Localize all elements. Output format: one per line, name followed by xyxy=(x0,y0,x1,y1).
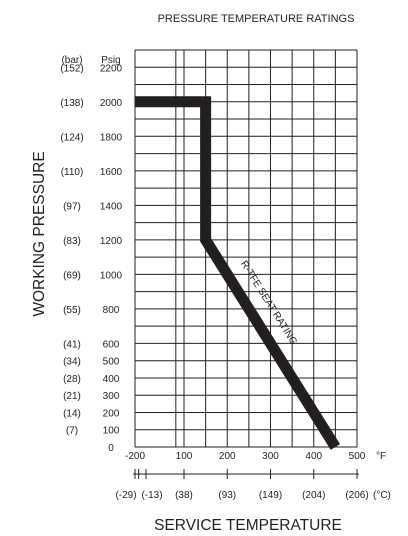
y-tick-label-bar: (34) xyxy=(63,357,81,368)
y-tick-label-psig: 100 xyxy=(103,426,120,437)
y-unit-secondary-label: (bar) xyxy=(61,55,82,66)
y-tick-label-bar: (28) xyxy=(63,374,81,385)
y-tick-label-bar: (83) xyxy=(63,236,81,247)
y-tick-label-psig: 1800 xyxy=(100,132,123,143)
y-tick-label-bar: (69) xyxy=(63,270,81,281)
y-tick-label-psig: 2200 xyxy=(100,63,123,74)
x-unit-secondary-label: (°C) xyxy=(373,490,391,501)
x-tick-label-c: (-13) xyxy=(141,490,162,501)
y-tick-label-bar: (152) xyxy=(60,63,83,74)
x-tick-label-f: 200 xyxy=(219,451,236,462)
y-tick-label-psig: 300 xyxy=(103,391,120,402)
y-tick-label-psig: 200 xyxy=(103,408,120,419)
x-tick-label-c: (38) xyxy=(175,490,193,501)
y-unit-primary-label: Psig xyxy=(101,55,120,66)
y-tick-label-psig: 1000 xyxy=(100,270,123,281)
y-tick-label-bar: (110) xyxy=(61,167,84,178)
x-tick-label-c: (206) xyxy=(345,490,368,501)
y-axis-title: WORKING PRESSURE xyxy=(31,151,48,316)
y-tick-label-bar: (97) xyxy=(63,201,81,212)
y-tick-label-bar: (41) xyxy=(63,339,81,350)
y-tick-label-bar: (124) xyxy=(60,132,83,143)
y-tick-label-psig: 1200 xyxy=(100,236,123,247)
x-tick-labels: -200 100 200 300 400 500 (-29) (-13) (38) (93) (14… xyxy=(115,451,368,501)
series-point xyxy=(205,101,207,103)
x-tick-label-f: 100 xyxy=(176,451,193,462)
chart-title: PRESSURE TEMPERATURE RATINGS xyxy=(158,13,355,25)
x-tick-label-c: (93) xyxy=(218,490,236,501)
y-tick-label-psig: 600 xyxy=(103,339,120,350)
series-point xyxy=(205,239,207,241)
y-tick-label-psig: 0 xyxy=(108,443,114,454)
y-tick-label-psig: 1400 xyxy=(100,201,123,212)
y-tick-label-bar: (138) xyxy=(60,98,83,109)
y-tick-label-psig: 500 xyxy=(103,357,120,368)
y-tick-label-psig: 2000 xyxy=(100,98,123,109)
series-point xyxy=(334,446,336,448)
y-tick-label-bar: (14) xyxy=(63,408,81,419)
y-tick-label-psig: 1600 xyxy=(100,167,123,178)
x-unit-primary-label: °F xyxy=(376,451,386,462)
y-tick-label-bar: (55) xyxy=(63,305,81,316)
x-tick-label-f: 400 xyxy=(305,451,322,462)
series-point xyxy=(134,101,136,103)
y-tick-label-bar: (7) xyxy=(66,426,78,437)
series-line-rating xyxy=(135,96,341,450)
x-tick-label-c: (-29) xyxy=(115,490,136,501)
x-tick-label-c: (149) xyxy=(259,490,282,501)
x-tick-label-f: 300 xyxy=(262,451,279,462)
x-tick-label-c: (204) xyxy=(302,490,325,501)
x-tick-label-f: -200 xyxy=(125,451,145,462)
chart-grid xyxy=(134,49,358,448)
y-tick-labels: 0 100 (7) 200 (14) 300 (21) 400 (28) 500 (34) 600 (4… xyxy=(60,63,122,454)
y-tick-label-psig: 400 xyxy=(103,374,120,385)
y-tick-label-psig: 800 xyxy=(103,305,120,316)
x-axis-title: SERVICE TEMPERATURE xyxy=(154,517,342,534)
y-tick-label-bar: (21) xyxy=(63,391,81,402)
x-tick-label-f: 500 xyxy=(349,451,366,462)
